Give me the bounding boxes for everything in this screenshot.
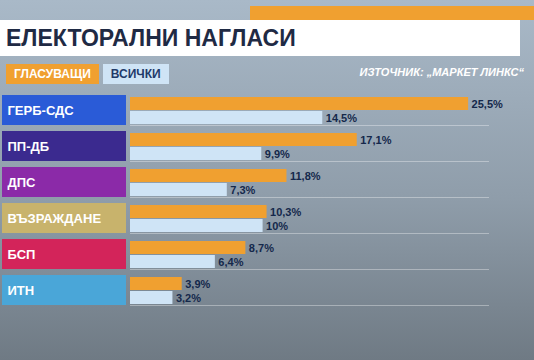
svg-text:3,2%: 3,2%	[176, 292, 201, 304]
svg-text:9,9%: 9,9%	[265, 148, 290, 160]
svg-text:6,4%: 6,4%	[218, 256, 243, 268]
html-text:ВСИЧКИ: ВСИЧКИ	[110, 67, 161, 81]
svg-text:8,7%: 8,7%	[249, 242, 274, 254]
svg-text:11,8%: 11,8%	[290, 170, 321, 182]
svg-text:ГЕРБ-СДС: ГЕРБ-СДС	[8, 103, 75, 118]
svg-text:25,5%: 25,5%	[472, 98, 503, 110]
html-text:ГЛАСУВАЩИ: ГЛАСУВАЩИ	[14, 67, 91, 81]
svg-text:ДПС: ДПС	[8, 175, 37, 190]
svg-text:10%: 10%	[266, 220, 288, 232]
svg-text:7,3%: 7,3%	[230, 184, 255, 196]
svg-text:ИТН: ИТН	[8, 283, 35, 298]
svg-text:ВЪЗРАЖДАНЕ: ВЪЗРАЖДАНЕ	[8, 211, 102, 226]
svg-text:3,9%: 3,9%	[185, 278, 210, 290]
html-text:ЕЛЕКТОРАЛНИ НАГЛАСИ: ЕЛЕКТОРАЛНИ НАГЛАСИ	[6, 25, 296, 51]
svg-text:14,5%: 14,5%	[326, 112, 357, 124]
html-text:ИЗТОЧНИК: „МАРКЕТ ЛИНКС“: ИЗТОЧНИК: „МАРКЕТ ЛИНКС“	[359, 66, 524, 78]
svg-text:17,1%: 17,1%	[360, 134, 391, 146]
svg-text:10,3%: 10,3%	[270, 206, 301, 218]
svg-text:ПП-ДБ: ПП-ДБ	[8, 139, 50, 154]
svg-text:БСП: БСП	[8, 247, 36, 262]
